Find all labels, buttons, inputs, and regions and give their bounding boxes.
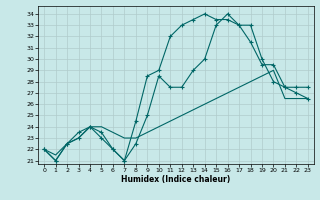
X-axis label: Humidex (Indice chaleur): Humidex (Indice chaleur) — [121, 175, 231, 184]
